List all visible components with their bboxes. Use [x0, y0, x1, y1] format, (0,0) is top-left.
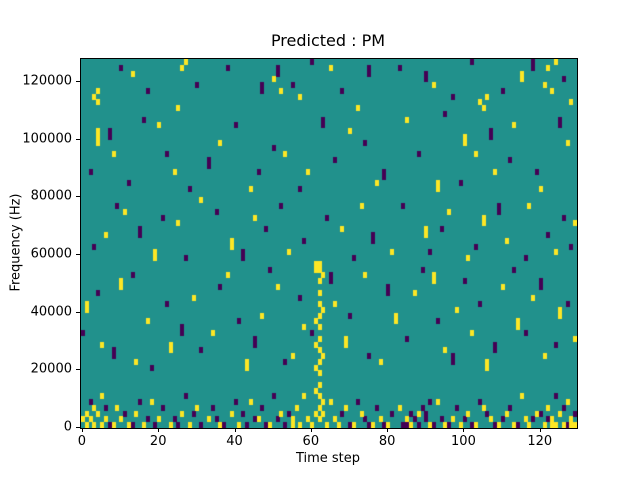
y-tick-mark — [76, 427, 80, 428]
chart-title: Predicted : PM — [270, 31, 386, 50]
x-tick-label: 20 — [149, 434, 167, 449]
heatmap-canvas — [81, 59, 577, 428]
x-axis-label: Time step — [295, 451, 361, 466]
x-tick-label: 100 — [451, 434, 476, 449]
y-tick-label: 120000 — [22, 73, 72, 89]
x-tick-label: 40 — [226, 434, 243, 449]
plot-area — [80, 58, 578, 429]
y-tick-mark — [76, 369, 80, 371]
x-tick-label: 120 — [527, 434, 553, 449]
y-tick-label: 100000 — [22, 131, 72, 147]
y-tick-mark — [76, 311, 80, 313]
x-tick-label: 60 — [302, 434, 320, 449]
y-tick-label: 0 — [63, 419, 72, 435]
x-tick-mark — [81, 428, 83, 432]
y-tick-mark — [76, 81, 80, 83]
y-tick-label: 60000 — [30, 246, 72, 262]
y-tick-mark — [76, 196, 80, 198]
x-tick-mark — [387, 428, 389, 432]
x-tick-mark — [310, 428, 312, 432]
x-tick-mark — [234, 428, 236, 432]
y-tick-label: 20000 — [30, 361, 72, 377]
x-tick-mark — [463, 428, 465, 432]
x-tick-mark — [539, 428, 541, 432]
y-tick-label: 40000 — [30, 304, 72, 320]
x-tick-mark — [158, 428, 160, 432]
x-tick-label: 0 — [77, 434, 87, 449]
y-tick-label: 80000 — [30, 188, 72, 204]
y-tick-mark — [76, 138, 80, 140]
x-tick-label: 80 — [378, 434, 396, 449]
y-axis-label: Frequency (Hz) — [8, 193, 24, 292]
y-tick-mark — [76, 254, 80, 256]
